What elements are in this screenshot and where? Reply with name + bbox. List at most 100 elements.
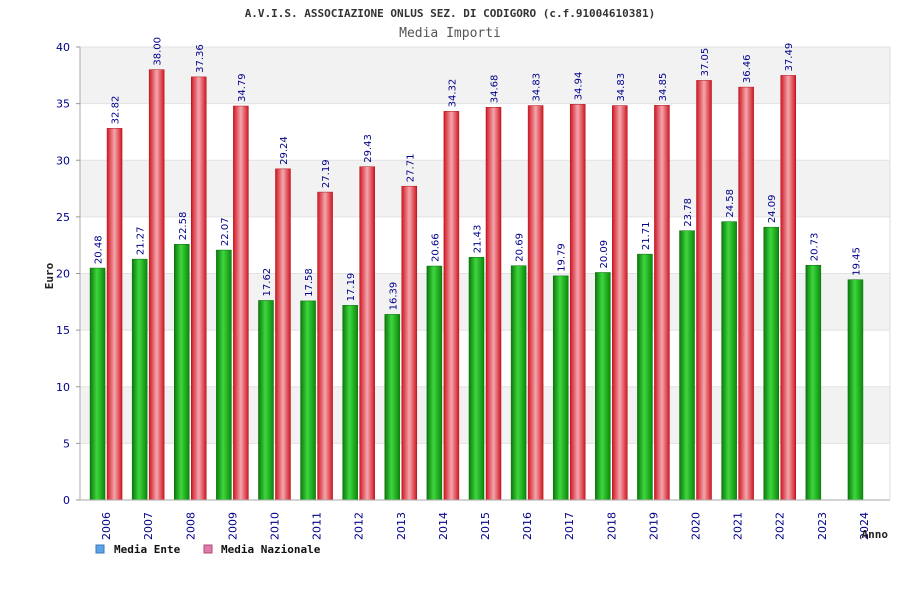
x-tick-label-2015: 2015 [479, 512, 492, 540]
data-label-media-nazionale-2018: 34.83 [616, 73, 627, 102]
bar-media-ente-2021 [721, 221, 737, 501]
data-label-media-nazionale-2019: 34.85 [658, 73, 669, 102]
bar-media-nazionale-2018 [612, 105, 628, 501]
bar-media-nazionale-2006 [106, 128, 123, 501]
bar-media-ente-2020 [679, 230, 695, 501]
bar-media-ente-2019 [637, 253, 653, 501]
bar-media-ente-2023 [805, 264, 822, 501]
plot-band [80, 47, 890, 104]
data-label-media-nazionale-2008: 37.36 [195, 44, 206, 73]
bar-media-ente-2014 [426, 265, 443, 501]
x-tick-label-2016: 2016 [521, 512, 534, 540]
data-label-media-ente-2008: 22.58 [178, 212, 189, 241]
data-label-media-ente-2023: 20.73 [809, 233, 820, 262]
x-tick-label-2011: 2011 [311, 512, 324, 540]
x-tick-label-2014: 2014 [437, 512, 450, 540]
plot-band [80, 103, 890, 161]
data-label-media-nazionale-2015: 34.68 [490, 75, 501, 104]
bar-media-ente-2013 [384, 314, 401, 501]
bar-media-nazionale-2007 [148, 69, 165, 501]
bar-media-ente-2009 [216, 249, 232, 501]
y-tick-label: 0 [63, 494, 70, 507]
plot-band [80, 216, 890, 274]
legend-label-media-ente: Media Ente [114, 543, 181, 556]
x-tick-label-2010: 2010 [268, 512, 281, 540]
data-label-media-ente-2020: 23.78 [683, 198, 694, 227]
data-label-media-nazionale-2013: 27.71 [405, 154, 416, 183]
bar-media-ente-2018 [595, 272, 611, 501]
x-tick-label-2006: 2006 [100, 512, 113, 540]
bar-media-ente-2015 [468, 257, 485, 501]
x-axis-ticks: 2006 2007 2008 2009 2010 2011 2012 2013 2014 2015… [100, 512, 871, 540]
data-label-media-nazionale-2014: 34.32 [447, 79, 458, 108]
data-label-media-ente-2016: 20.69 [515, 233, 526, 262]
y-tick-label: 20 [56, 268, 70, 281]
data-label-media-ente-2019: 21.71 [641, 221, 652, 250]
data-label-media-nazionale-2012: 29.43 [363, 134, 374, 163]
y-tick-label: 40 [56, 41, 70, 54]
x-tick-label-2013: 2013 [395, 512, 408, 540]
x-tick-label-2018: 2018 [605, 512, 618, 540]
bar-media-nazionale-2008 [191, 76, 207, 501]
data-label-media-ente-2024: 19.45 [851, 247, 862, 276]
data-label-media-ente-2010: 17.62 [262, 268, 273, 297]
legend: Media Ente Media Nazionale [95, 543, 321, 556]
bar-media-ente-2006 [89, 267, 106, 501]
data-label-media-ente-2007: 21.27 [136, 226, 147, 255]
data-label-media-nazionale-2022: 37.49 [784, 43, 795, 72]
data-label-media-ente-2006: 20.48 [94, 235, 105, 264]
chart-subtitle: Media Importi [399, 26, 501, 41]
legend-swatch-media-nazionale [203, 544, 213, 554]
x-tick-label-2012: 2012 [353, 512, 366, 540]
data-label-media-ente-2021: 24.58 [725, 189, 736, 218]
data-label-media-nazionale-2011: 27.19 [321, 159, 332, 188]
data-label-media-ente-2013: 16.39 [388, 282, 399, 311]
bar-media-ente-2008 [174, 244, 190, 501]
data-label-media-nazionale-2020: 37.05 [700, 48, 711, 77]
data-label-media-ente-2014: 20.66 [430, 233, 441, 262]
bar-media-ente-2012 [342, 305, 358, 501]
x-tick-label-2023: 2023 [816, 512, 829, 540]
plot-band [80, 273, 890, 331]
plot-band [80, 330, 890, 387]
plot-band [80, 386, 890, 444]
bar-media-nazionale-2015 [485, 106, 502, 501]
bar-media-ente-2016 [510, 265, 527, 501]
data-label-media-ente-2015: 21.43 [473, 225, 484, 254]
data-label-media-ente-2018: 20.09 [599, 240, 610, 269]
chart-title: A.V.I.S. ASSOCIAZIONE ONLUS SEZ. DI CODI… [245, 7, 656, 20]
bar-media-ente-2022 [763, 226, 779, 501]
data-label-media-ente-2011: 17.58 [304, 268, 315, 297]
plot-background [80, 47, 890, 500]
y-tick-label: 15 [56, 324, 70, 337]
data-label-media-ente-2017: 19.79 [557, 243, 568, 272]
bar-media-ente-2024 [847, 279, 864, 501]
bar-media-nazionale-2014 [443, 111, 460, 501]
x-tick-label-2021: 2021 [732, 512, 745, 540]
x-tick-label-2008: 2008 [184, 512, 197, 540]
data-label-media-nazionale-2006: 32.82 [111, 96, 122, 125]
data-labels: 20.48 32.82 21.27 38.00 22.58 37.36 22.07 34.79… [94, 37, 863, 310]
y-axis-ticks: 0 5 10 15 20 25 30 35 40 [56, 41, 80, 507]
data-label-media-nazionale-2021: 36.46 [742, 54, 753, 83]
y-axis-label: Euro [43, 262, 56, 289]
bar-media-ente-2017 [552, 275, 569, 501]
data-label-media-ente-2022: 24.09 [767, 195, 778, 224]
bar-media-nazionale-2013 [401, 185, 418, 501]
bar-media-nazionale-2016 [527, 105, 544, 501]
data-label-media-nazionale-2017: 34.94 [574, 72, 585, 101]
x-tick-label-2020: 2020 [690, 512, 703, 540]
plot-band [80, 443, 890, 500]
data-label-media-nazionale-2016: 34.83 [532, 73, 543, 102]
x-tick-label-2024: 2024 [858, 512, 871, 540]
bar-media-nazionale-2021 [738, 86, 754, 501]
data-label-media-nazionale-2007: 38.00 [153, 37, 164, 66]
x-tick-label-2019: 2019 [647, 512, 660, 540]
y-tick-label: 5 [63, 437, 70, 450]
x-tick-label-2007: 2007 [142, 512, 155, 540]
plot-band [80, 160, 890, 217]
y-tick-label: 25 [56, 211, 70, 224]
bar-media-nazionale-2011 [317, 191, 333, 501]
bar-media-nazionale-2022 [780, 75, 796, 501]
